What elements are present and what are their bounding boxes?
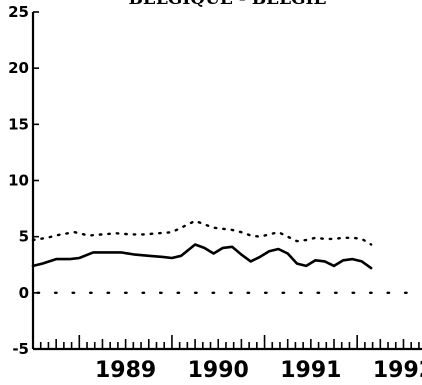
- series-line-solid: [31, 243, 373, 270]
- y-tick-label: 20: [8, 59, 29, 77]
- series-line-dotted: [31, 219, 373, 246]
- y-tick-label: 15: [8, 115, 29, 133]
- y-tick-label: 5: [19, 228, 29, 246]
- chart-title: BELGIQUE - BELGIË: [129, 0, 327, 9]
- y-tick-label: -5: [12, 340, 29, 358]
- x-tick-label: 1990: [188, 358, 249, 383]
- tick-labels: -5 0 5 10 15 20 25 1989 1990 1991 1992: [8, 3, 422, 383]
- y-tick-label: 0: [19, 284, 29, 302]
- y-tick-label: 25: [8, 3, 29, 21]
- y-tick-label: 10: [8, 172, 29, 190]
- series-layer: [31, 219, 419, 294]
- x-tick-label: 1989: [95, 358, 156, 383]
- axes: [31, 11, 422, 351]
- x-tick-label: 1991: [280, 358, 341, 383]
- x-tick-label: 1992: [373, 358, 422, 383]
